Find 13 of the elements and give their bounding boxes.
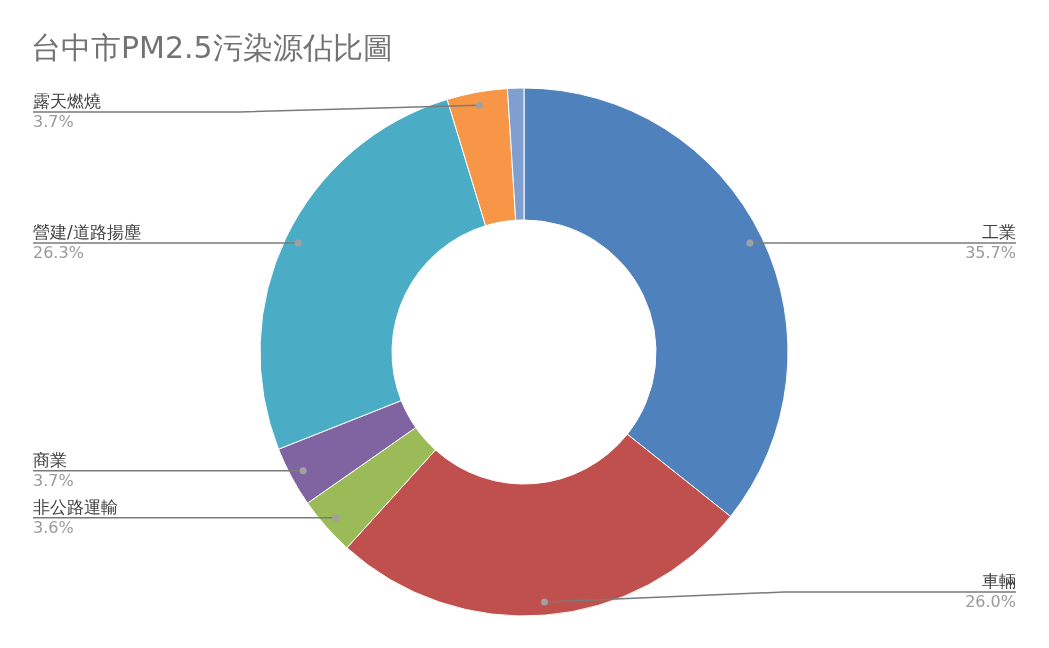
data-label: 26.3% (33, 243, 84, 263)
slice-label: 工業 (982, 222, 1016, 242)
data-label: 3.6% (33, 518, 74, 538)
data-label: 3.7% (33, 470, 74, 490)
data-label: 26.0% (965, 592, 1016, 612)
slice-label: 非公路運輸 (33, 496, 118, 517)
slice-label: 車輛 (982, 570, 1016, 591)
slice-label: 露天燃燒 (33, 90, 101, 111)
slice-label: 商業 (33, 449, 67, 470)
data-label: 35.7% (965, 243, 1016, 263)
chart-title: 台中市PM2.5污染源佔比圖 (31, 29, 393, 65)
slice-label: 營建/道路揚塵 (33, 222, 141, 242)
data-label: 3.7% (33, 112, 74, 132)
